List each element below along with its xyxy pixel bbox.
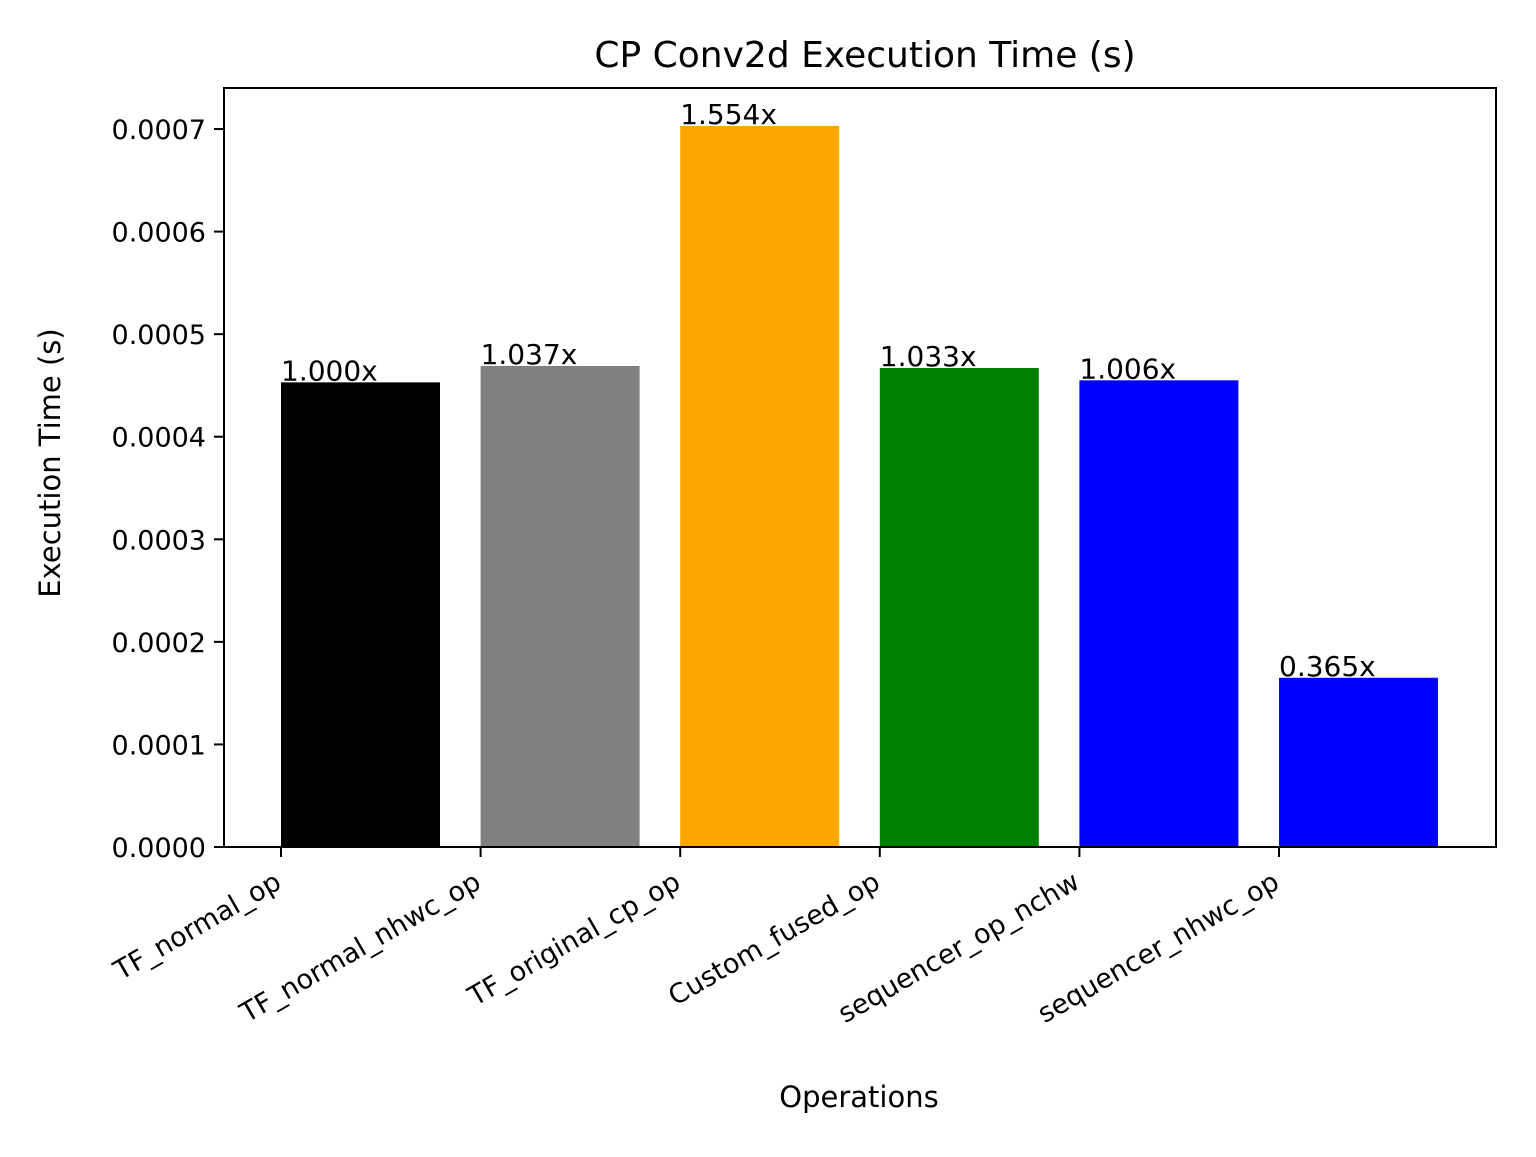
y-tick-label: 0.0001 (112, 730, 206, 761)
bar (879, 368, 1039, 847)
chart-title: CP Conv2d Execution Time (s) (594, 35, 1135, 76)
bar-data-label: 1.006x (1079, 352, 1176, 385)
bars (281, 125, 1438, 847)
data-labels: 1.000x 1.037x 1.554x 1.033x 1.006x 0.365x (281, 98, 1376, 683)
bar-data-label: 1.554x (680, 98, 777, 131)
bar (480, 365, 640, 847)
bar-data-label: 0.365x (1279, 650, 1376, 683)
y-tick-label: 0.0007 (112, 115, 206, 146)
y-tick-label: 0.0004 (112, 423, 206, 454)
bar (1079, 380, 1239, 847)
bar (1279, 677, 1438, 847)
bar-data-label: 1.037x (481, 338, 578, 371)
y-tick-label: 0.0006 (112, 218, 206, 249)
y-tick-label: 0.0003 (112, 525, 206, 556)
bar (281, 382, 440, 847)
bar-data-label: 1.000x (281, 354, 378, 387)
bar-data-label: 1.033x (880, 340, 977, 373)
plot-frame (223, 87, 1497, 848)
y-axis-label: Execution Time (s) (33, 328, 67, 597)
bar (680, 125, 840, 847)
y-axis: 0.0000 0.0001 0.0002 0.0003 0.0004 0.0005 0.00… (112, 115, 224, 864)
y-tick-label: 0.0002 (112, 628, 206, 659)
y-tick-label: 0.0000 (112, 833, 206, 864)
y-tick-label: 0.0005 (112, 320, 206, 351)
x-axis-label: Operations (779, 1080, 938, 1114)
